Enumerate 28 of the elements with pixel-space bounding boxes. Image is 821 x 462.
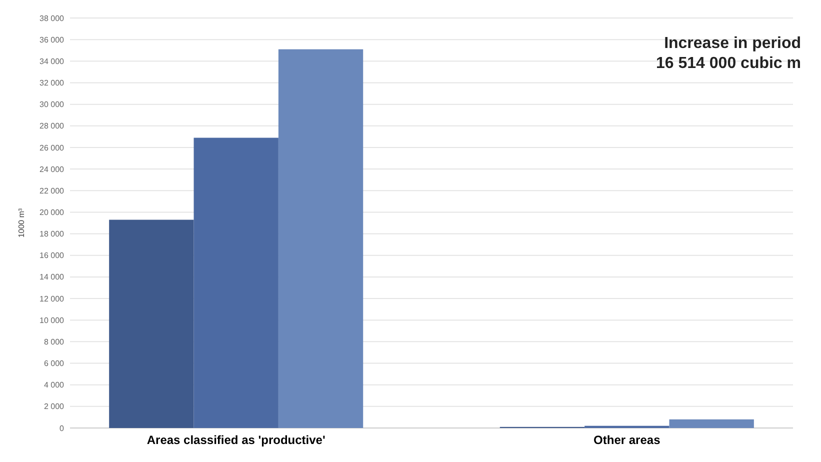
y-tick-label: 28 000 [40, 122, 65, 131]
bar [278, 49, 364, 428]
y-tick-label: 26 000 [40, 143, 65, 152]
x-tick-label: Other areas [594, 433, 661, 447]
y-tick-label: 36 000 [40, 35, 65, 44]
bar [109, 220, 194, 428]
y-tick-label: 8 000 [44, 337, 65, 346]
bar [669, 419, 754, 428]
y-tick-label: 10 000 [40, 316, 65, 325]
y-tick-label: 22 000 [40, 186, 65, 196]
y-tick-label: 12 000 [40, 294, 65, 304]
annotation: Increase in period 16 514 000 cubic m [656, 35, 801, 72]
y-tick-label: 24 000 [40, 164, 65, 174]
y-tick-label: 32 000 [40, 78, 65, 88]
y-tick-label: 20 000 [40, 208, 65, 218]
x-tick-label: Areas classified as 'productive' [146, 433, 326, 447]
y-tick-label: 38 000 [40, 14, 65, 23]
y-tick-label: 6 000 [44, 359, 65, 368]
y-tick-label: 2 000 [44, 402, 65, 412]
y-tick-label: 30 000 [40, 100, 65, 110]
bar [194, 138, 278, 428]
y-tick-label: 16 000 [40, 251, 65, 260]
y-tick-label: 18 000 [40, 230, 65, 239]
y-tick-label: 0 [60, 424, 65, 433]
y-tick-label: 4 000 [44, 380, 65, 390]
y-tick-label: 34 000 [40, 56, 65, 66]
y-axis-title: 1000 m³ [17, 208, 26, 238]
y-tick-label: 14 000 [40, 272, 65, 282]
